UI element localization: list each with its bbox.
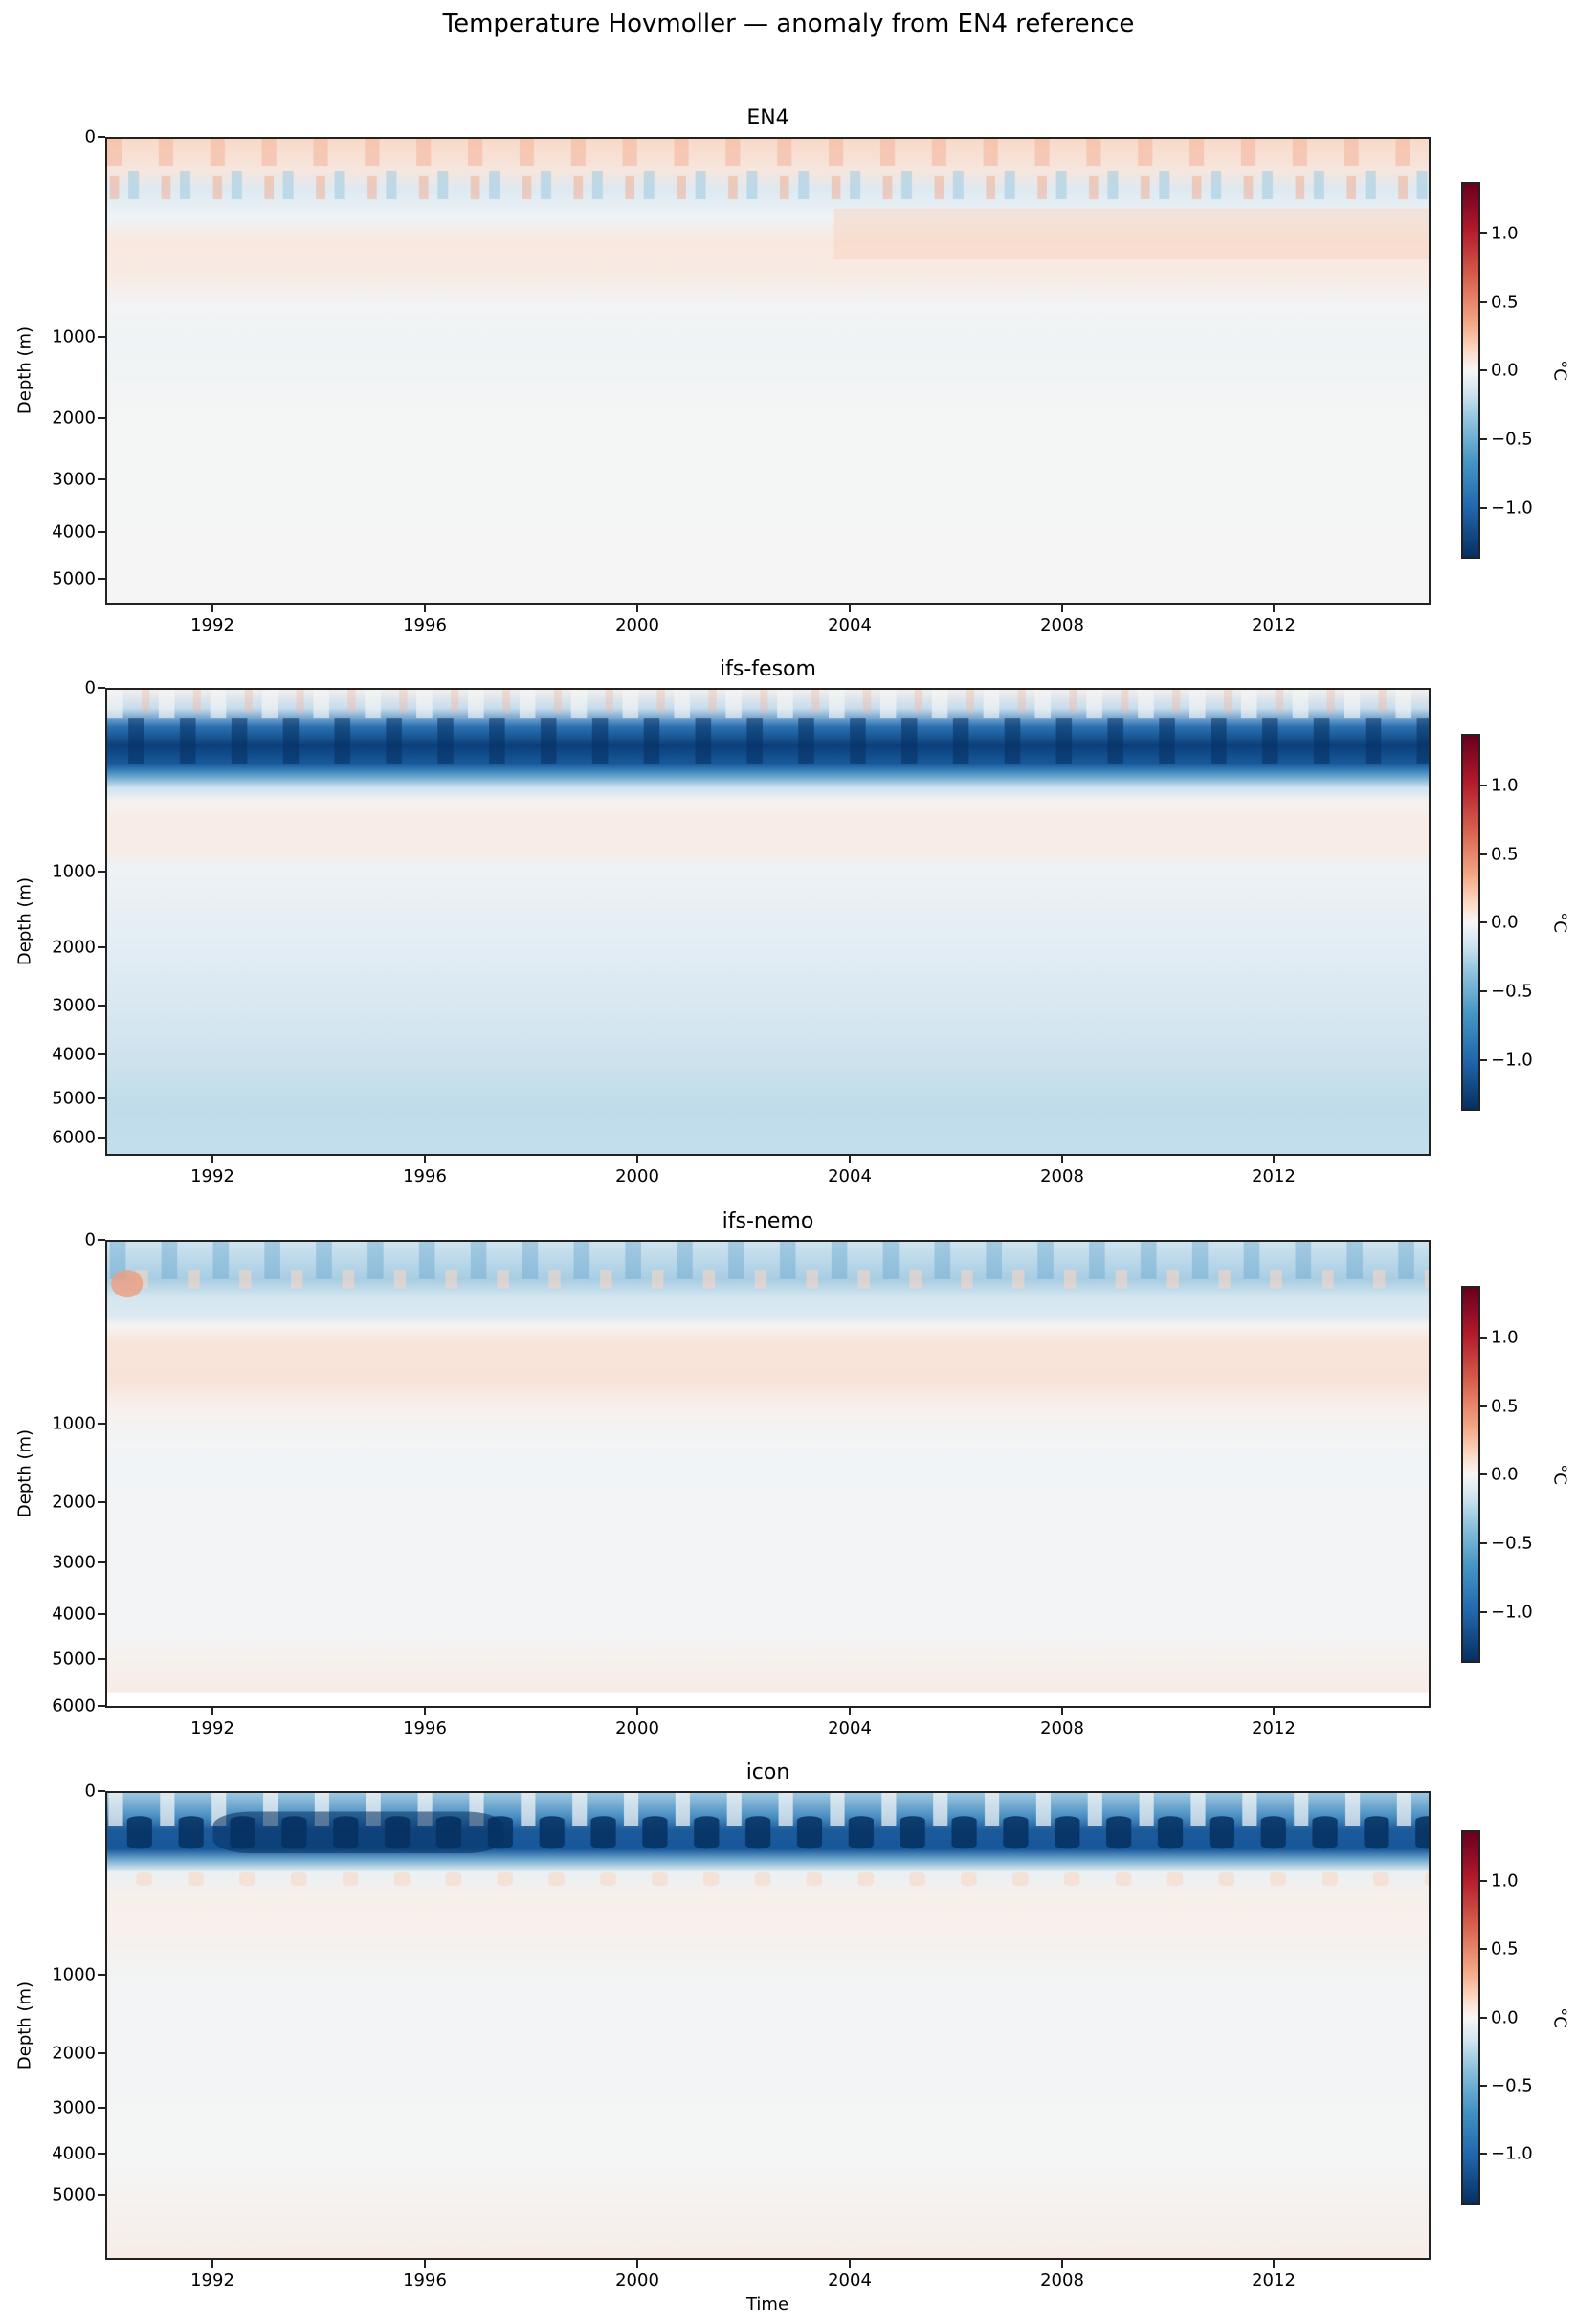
colorbar-label: °C: [1549, 360, 1570, 381]
heatmap-axes: [105, 1791, 1431, 2260]
colorbar-tick: 0.5: [1491, 844, 1519, 865]
y-axis-label: Depth (m): [14, 1981, 35, 2070]
colorbar-label: °C: [1549, 912, 1570, 933]
y-tick: 2000: [52, 937, 96, 958]
y-tick: 5000: [52, 1088, 96, 1109]
heatmap-ifs-fesom: [107, 690, 1429, 1154]
y-tick: 6000: [52, 1695, 96, 1716]
x-tick: 2000: [615, 615, 659, 635]
panel-title: ifs-nemo: [722, 1209, 814, 1233]
x-tick: 2012: [1252, 615, 1296, 635]
y-tick: 0: [84, 126, 96, 147]
x-tick: 2008: [1040, 1718, 1084, 1738]
x-tick: 2000: [615, 1718, 659, 1738]
x-tick: 2008: [1040, 1166, 1084, 1186]
panel-title: ifs-fesom: [720, 657, 816, 681]
colorbar-tick: 0.0: [1491, 360, 1519, 381]
heatmap-axes: [105, 137, 1431, 605]
colorbar-tick: 0.5: [1491, 1396, 1519, 1417]
x-tick: 2012: [1252, 2270, 1296, 2291]
colorbar-tick: 1.0: [1491, 775, 1519, 796]
y-axis-label: Depth (m): [14, 1428, 35, 1518]
colorbar-tick: 0.0: [1491, 1464, 1519, 1485]
y-tick: 1000: [52, 861, 96, 882]
x-tick: 2000: [615, 1166, 659, 1186]
y-tick: 3000: [52, 469, 96, 490]
colorbar-tick: 0.0: [1491, 912, 1519, 933]
y-tick: 5000: [52, 568, 96, 589]
y-tick: 6000: [52, 1127, 96, 1148]
colorbar-label: °C: [1549, 1464, 1570, 1485]
x-tick: 2012: [1252, 1718, 1296, 1738]
colorbar-tick: −0.5: [1491, 1533, 1533, 1554]
y-tick: 3000: [52, 2097, 96, 2118]
x-tick: 1996: [403, 1166, 447, 1186]
x-tick: 1992: [190, 1718, 234, 1738]
x-tick: 1992: [190, 615, 234, 635]
y-tick: 2000: [52, 2043, 96, 2064]
y-tick: 4000: [52, 2143, 96, 2164]
heatmap-axes: [105, 688, 1431, 1156]
heatmap-en4: [107, 139, 1429, 603]
y-axis-label: Depth (m): [14, 325, 35, 415]
colorbar-tick: −1.0: [1491, 1050, 1533, 1071]
y-tick: 5000: [52, 2184, 96, 2205]
y-tick: 2000: [52, 408, 96, 429]
y-axis-label: Depth (m): [14, 876, 35, 966]
colorbar: [1461, 1286, 1480, 1663]
colorbar: [1461, 1830, 1480, 2205]
y-tick: 3000: [52, 995, 96, 1016]
x-tick: 2008: [1040, 615, 1084, 635]
y-tick: 3000: [52, 1552, 96, 1573]
y-tick: 4000: [52, 1604, 96, 1625]
colorbar-tick: −1.0: [1491, 498, 1533, 519]
x-tick: 2004: [828, 1166, 872, 1186]
heatmap-axes: [105, 1240, 1431, 1708]
y-tick: 4000: [52, 521, 96, 542]
figure-title: Temperature Hovmoller — anomaly from EN4…: [442, 10, 1135, 38]
y-tick: 5000: [52, 1649, 96, 1670]
y-tick: 2000: [52, 1492, 96, 1513]
x-tick: 2008: [1040, 2270, 1084, 2291]
colorbar-tick: 1.0: [1491, 1870, 1519, 1892]
colorbar-tick: 1.0: [1491, 223, 1519, 244]
panel-title: icon: [745, 1760, 790, 1784]
y-tick: 1000: [52, 1413, 96, 1434]
colorbar-tick: −1.0: [1491, 1602, 1533, 1623]
y-tick: 1000: [52, 1964, 96, 1985]
y-tick: 0: [84, 1781, 96, 1802]
x-tick: 2012: [1252, 1166, 1296, 1186]
heatmap-ifs-nemo: [107, 1242, 1429, 1706]
x-axis-label: Time: [745, 2294, 789, 2314]
y-tick: 0: [84, 677, 96, 698]
colorbar-tick: 0.5: [1491, 1938, 1519, 1959]
colorbar-label: °C: [1549, 2007, 1570, 2028]
x-tick: 1996: [403, 615, 447, 635]
colorbar: [1461, 734, 1480, 1111]
colorbar-tick: 0.5: [1491, 292, 1519, 313]
colorbar-tick: −1.0: [1491, 2143, 1533, 2164]
colorbar-tick: 1.0: [1491, 1327, 1519, 1348]
panel-title: EN4: [746, 106, 789, 130]
colorbar-tick: −0.5: [1491, 2075, 1533, 2096]
y-tick: 4000: [52, 1044, 96, 1065]
x-tick: 1992: [190, 2270, 234, 2291]
y-tick: 1000: [52, 326, 96, 347]
x-tick: 2004: [828, 2270, 872, 2291]
x-tick: 1996: [403, 2270, 447, 2291]
x-tick: 2004: [828, 615, 872, 635]
x-tick: 1996: [403, 1718, 447, 1738]
x-tick: 2004: [828, 1718, 872, 1738]
colorbar-tick: −0.5: [1491, 981, 1533, 1002]
heatmap-icon: [107, 1793, 1429, 2258]
x-tick: 2000: [615, 2270, 659, 2291]
colorbar-tick: 0.0: [1491, 2007, 1519, 2028]
colorbar-tick: −0.5: [1491, 429, 1533, 450]
x-tick: 1992: [190, 1166, 234, 1186]
y-tick: 0: [84, 1229, 96, 1251]
colorbar: [1461, 182, 1480, 559]
